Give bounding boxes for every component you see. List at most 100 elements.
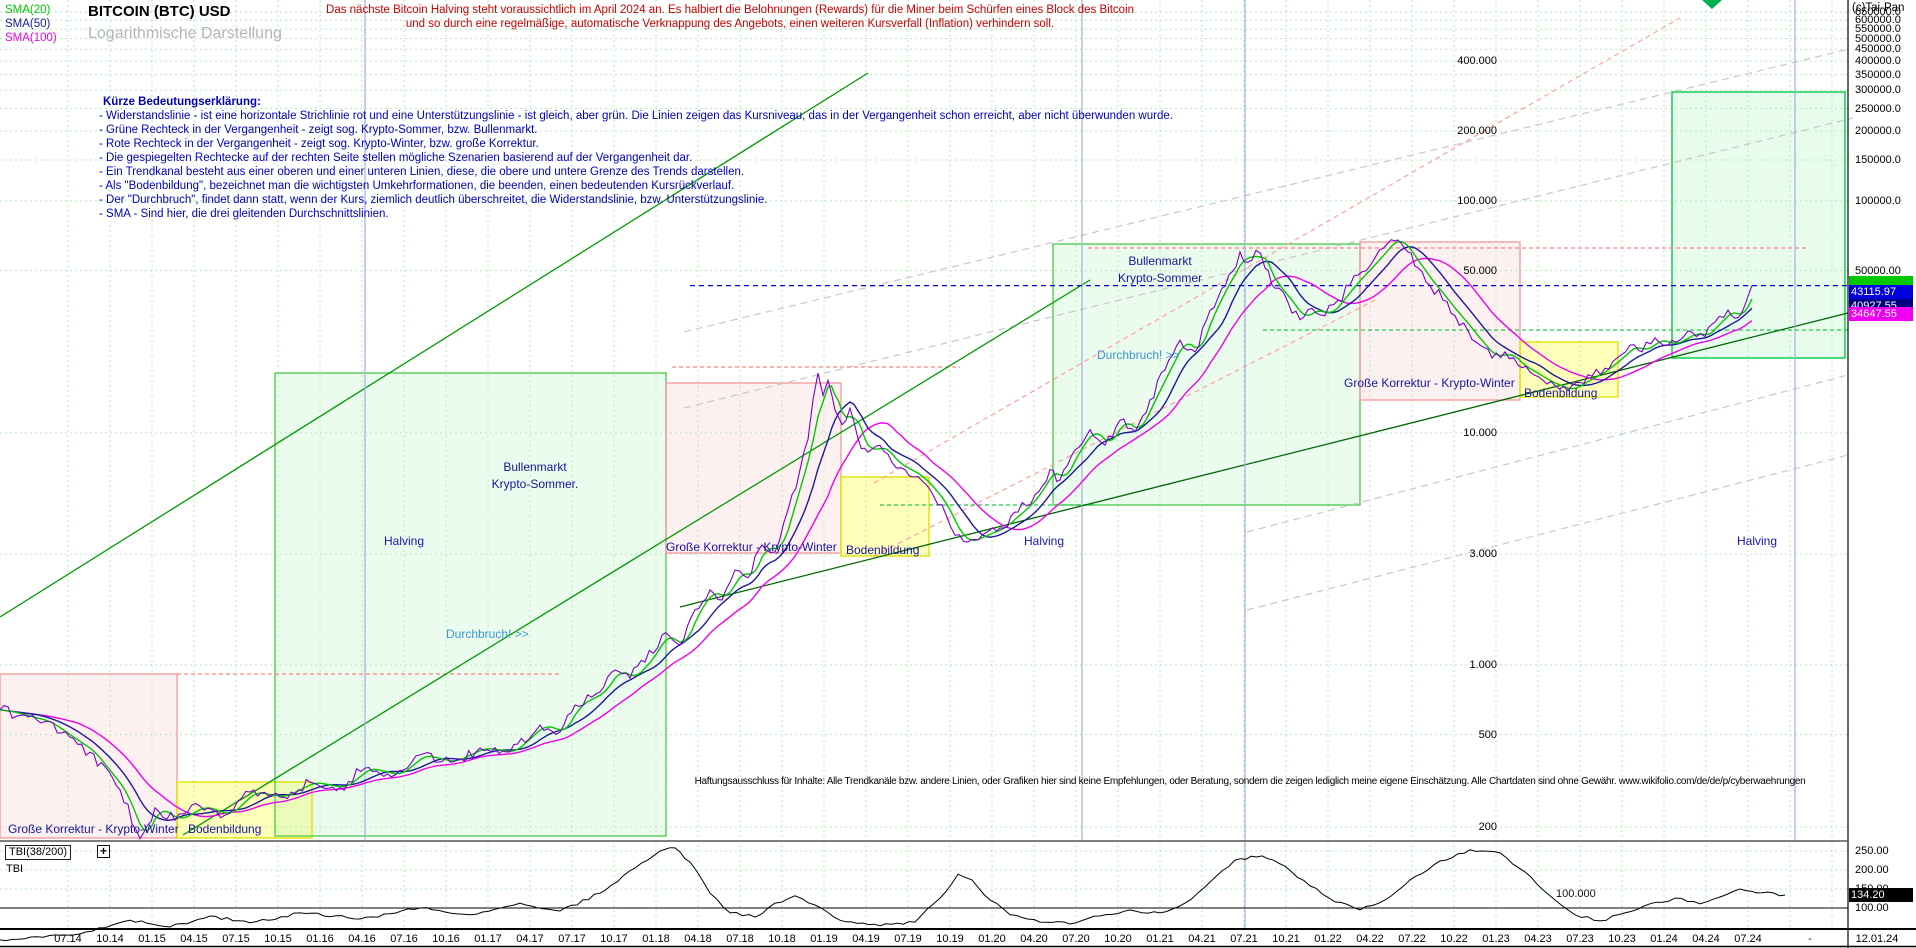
label-halving-2016: Halving [383,534,425,548]
y-axis-inner-label: 100.000 [1457,195,1497,207]
legend-sma20: SMA(20) [5,4,51,16]
label-halving-2024: Halving [1736,534,1778,548]
label-bullenmarkt-2021-line1: Bullenmarkt [1128,254,1192,268]
y-axis-label: 650000.0 [1855,6,1901,18]
x-axis-label: 01.15 [138,933,166,945]
x-axis-label: 04.20 [1020,933,1048,945]
x-axis-label: 07.19 [894,933,922,945]
y-axis-inner-label: 1.000 [1469,659,1497,671]
tbi-axis-label: 200.00 [1855,864,1889,876]
label-bullenmarkt-2017-line2: Krypto-Sommer. [491,477,579,491]
y-axis-label: 200000.0 [1855,125,1901,137]
x-axis-label: 07.24 [1734,933,1762,945]
x-axis-label: 07.22 [1398,933,1426,945]
label-korrektur-2018: Große Korrektur - Krypto-Winter [666,540,837,554]
label-durchbruch-2016: Durchbruch! >> [446,627,529,641]
y-axis-label: 100000.0 [1855,195,1901,207]
rect-krypto-winter-2018 [666,383,841,553]
y-axis-label: 600000.0 [1855,14,1901,26]
explanation-line: - Die gespiegelten Rechtecke auf der rec… [99,152,693,164]
x-axis-label: - [1808,933,1812,945]
sma50-price-tag: 40927.55 [1849,299,1913,307]
rect-bullenmarkt-2020-21 [1053,244,1360,505]
y-axis-inner-label: 50.000 [1463,265,1497,277]
x-axis-label: 01.17 [474,933,502,945]
x-axis-label: 04.18 [684,933,712,945]
disclaimer-text: Haftungsausschluss für Inhalte: Alle Tre… [694,776,1806,787]
x-axis-label: 04.17 [516,933,544,945]
x-axis-label: 10.16 [432,933,460,945]
explanation-line: - SMA - Sind hier, die drei gleitenden D… [99,208,389,220]
taipan-watermark: (c)Tai-Pan [1852,2,1905,14]
x-axis-label: 07.20 [1062,933,1090,945]
x-axis-label: 10.21 [1272,933,1300,945]
legend-sma100: SMA(100) [5,32,57,44]
label-bullenmarkt-2021-line2: Krypto-Sommer [1117,271,1203,285]
halving-note-line1: Das nächste Bitcoin Halving steht voraus… [326,4,1134,16]
x-axis-label: 10.23 [1608,933,1636,945]
explanation-line: - Grüne Rechteck in der Vergangenheit - … [99,124,538,136]
tbi-name-label: TBI [6,863,24,875]
label-bodenbildung-2023: Bodenbildung [1524,386,1598,400]
x-axis-label: 10.15 [264,933,292,945]
rect-bullenmarkt-2016-17 [275,373,666,836]
y-axis-inner-label: 3.000 [1469,548,1497,560]
x-axis-label: 04.21 [1188,933,1216,945]
explanation-title: Kürze Bedeutungserklärung: [103,96,261,108]
x-axis-label: 07.16 [390,933,418,945]
x-axis-label: 04.22 [1356,933,1384,945]
y-axis-inner-label: 10.000 [1463,427,1497,439]
x-axis-label: 10.22 [1440,933,1468,945]
x-axis-label: 01.22 [1314,933,1342,945]
rect-bodenbildung-2018-19 [841,477,929,556]
x-axis-label: 04.23 [1524,933,1552,945]
label-bodenbildung-2015: Bodenbildung [188,822,262,836]
rect-krypto-winter-2022 [1360,242,1520,400]
x-axis-label: 10.20 [1104,933,1132,945]
x-axis-label: 07.15 [222,933,250,945]
y-axis-label: 300000.0 [1855,84,1901,96]
y-axis-label: 50000.00 [1855,265,1901,277]
x-axis-label: 04.24 [1692,933,1720,945]
label-halving-2020: Halving [1023,534,1065,548]
y-axis-label: 150000.0 [1855,154,1901,166]
tbi-indicator-box[interactable]: TBI(38/200) [5,845,72,860]
rect-szenario-2024 [1672,92,1845,358]
label-korrektur-2014: Große Korrektur - Krypto-Winter [8,822,179,836]
x-axis-label: 12.01.24 [1855,933,1899,945]
x-axis-label: 01.16 [306,933,334,945]
scenario-marker-icon [1702,0,1722,9]
label-durchbruch-2020: Durchbruch! >> [1097,348,1180,362]
x-axis-label: 01.20 [978,933,1006,945]
x-axis-label: 07.18 [726,933,754,945]
y-axis-label: 350000.0 [1855,69,1901,81]
label-korrektur-2022: Große Korrektur - Krypto-Winter [1344,376,1515,390]
label-bodenbildung-2018: Bodenbildung [846,543,920,557]
x-axis-label: 10.17 [600,933,628,945]
x-axis-label: 01.19 [810,933,838,945]
y-axis-inner-label: 500 [1478,729,1497,741]
last-price-tag: 43115.97 [1849,285,1913,299]
x-axis-label: 07.23 [1566,933,1594,945]
x-axis-label: 10.19 [936,933,964,945]
legend-sma50: SMA(50) [5,18,51,30]
x-axis-label: 10.14 [96,933,124,945]
x-axis-label: 04.19 [852,933,880,945]
x-axis-label: 07.21 [1230,933,1258,945]
chart-subtitle: Logarithmische Darstellung [88,25,282,42]
y-axis-label: 550000.0 [1855,23,1901,35]
tbi-expand-icon[interactable]: + [97,845,110,858]
y-axis-label: 250000.0 [1855,103,1901,115]
x-axis-label: 01.23 [1482,933,1510,945]
sma20-price-tag [1849,276,1913,285]
explanation-line: - Als "Bodenbildung", bezeichnet man die… [99,180,735,192]
x-axis-label: 01.21 [1146,933,1174,945]
tbi-level-label: 100.000 [1556,888,1596,900]
halving-note-line2: und so durch eine regelmäßige, automatis… [405,18,1055,30]
explanation-line: - Der "Durchbruch", findet dann statt, w… [99,194,768,206]
x-axis-label: 10.18 [768,933,796,945]
y-axis-inner-label: 400.000 [1457,55,1497,67]
y-axis-label: 450000.0 [1855,43,1901,55]
y-axis-inner-label: 200 [1478,821,1497,833]
